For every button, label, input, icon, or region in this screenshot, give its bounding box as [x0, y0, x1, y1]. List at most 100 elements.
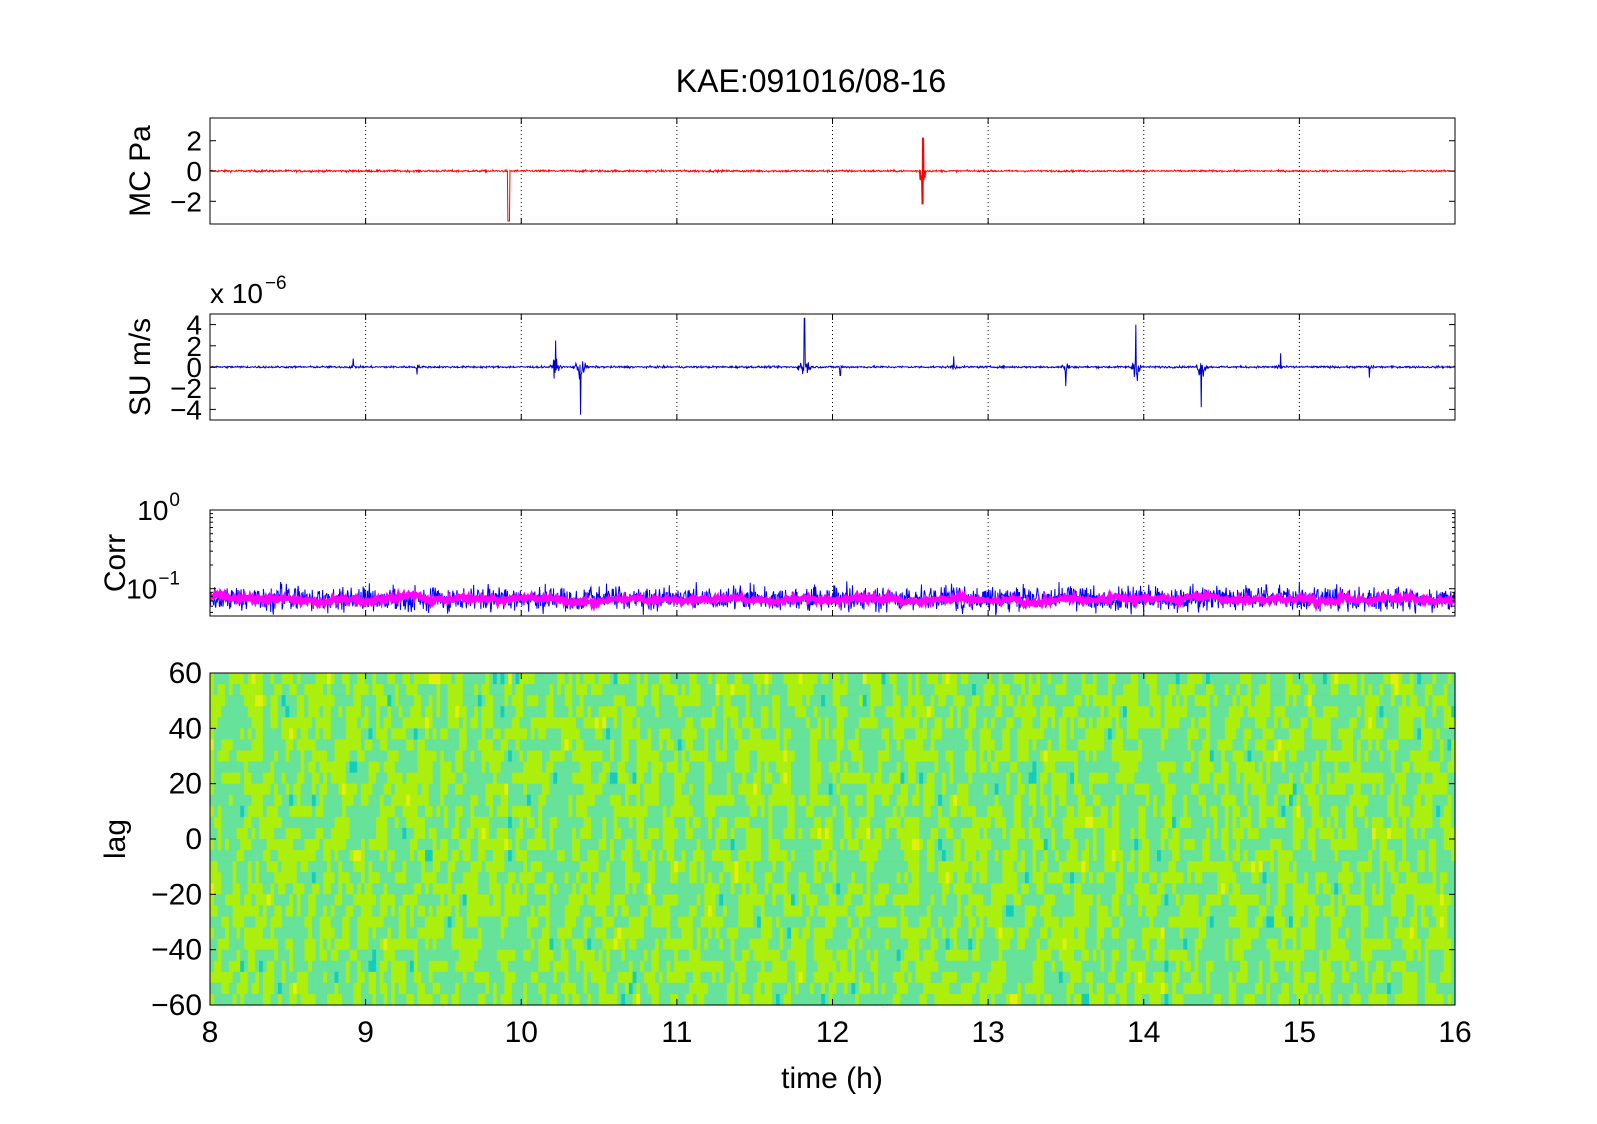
heatmap-cell — [293, 761, 298, 774]
heatmap-cell — [406, 916, 411, 929]
heatmap-cell — [723, 905, 728, 918]
heatmap-cell — [277, 872, 283, 884]
heatmap-cell — [734, 872, 739, 884]
heatmap-cell — [530, 839, 536, 851]
heatmap-cell — [413, 794, 419, 807]
heatmap-cell — [319, 850, 324, 862]
heatmap-cell — [243, 827, 249, 840]
heatmap-cell — [628, 783, 634, 796]
heatmap-cell — [406, 739, 411, 752]
heatmap-cell — [409, 750, 415, 763]
heatmap-cell — [432, 850, 437, 862]
heatmap-cell — [749, 905, 754, 918]
heatmap-cell — [296, 927, 302, 940]
heatmap-cell — [757, 927, 762, 940]
heatmap-cell — [364, 816, 370, 829]
heatmap-cell — [813, 772, 819, 785]
heatmap-cell — [364, 728, 370, 740]
heatmap-cell — [319, 783, 324, 796]
heatmap-cell — [470, 927, 475, 940]
heatmap-cell — [398, 750, 404, 763]
heatmap-cell — [387, 861, 392, 873]
heatmap-cell — [217, 794, 222, 807]
heatmap-cell — [421, 993, 426, 1006]
heatmap-cell — [451, 684, 456, 696]
heatmap-cell — [542, 816, 547, 829]
heatmap-cell — [632, 993, 637, 1006]
heatmap-cell — [685, 850, 690, 862]
heatmap-cell — [806, 993, 811, 1006]
heatmap-cell — [553, 993, 558, 1006]
heatmap-cell — [504, 717, 509, 729]
heatmap-cell — [787, 982, 792, 995]
heatmap-cell — [817, 706, 822, 718]
heatmap-cell — [330, 949, 336, 962]
heatmap-cell — [266, 772, 271, 785]
heatmap-cell — [764, 905, 769, 918]
heatmap-cell — [304, 794, 309, 807]
heatmap-cell — [492, 927, 498, 940]
heatmap-cell — [232, 949, 238, 962]
heatmap-cell — [708, 927, 713, 940]
heatmap-cell — [526, 805, 532, 818]
heatmap-cell — [409, 850, 415, 862]
heatmap-cell — [700, 706, 705, 718]
heatmap-cell — [591, 861, 596, 873]
heatmap-cell — [523, 706, 528, 718]
heatmap-cell — [692, 728, 698, 740]
heatmap-cell — [281, 816, 287, 829]
heatmap-cell — [349, 673, 354, 685]
heatmap-cell — [749, 872, 754, 884]
heatmap-cell — [745, 993, 751, 1006]
heatmap-cell — [549, 805, 554, 818]
heatmap-cell — [670, 772, 675, 785]
heatmap-cell — [708, 839, 713, 851]
heatmap-cell — [764, 861, 769, 873]
heatmap-cell — [670, 839, 675, 851]
heatmap-cell — [651, 861, 656, 873]
heatmap-cell — [651, 728, 656, 740]
heatmap-cell — [779, 695, 785, 707]
heatmap-cell — [379, 717, 385, 729]
heatmap-cell — [741, 728, 747, 740]
heatmap-cell — [753, 894, 758, 906]
heatmap-cell — [496, 750, 502, 763]
heatmap-cell — [591, 673, 596, 685]
heatmap-cell — [625, 728, 630, 740]
heatmap-cell — [719, 949, 724, 962]
heatmap-cell — [462, 750, 468, 763]
heatmap-cell — [568, 949, 573, 962]
heatmap-cell — [806, 739, 811, 752]
heatmap-cell — [617, 839, 622, 851]
heatmap-cell — [240, 695, 245, 707]
heatmap-cell — [568, 971, 573, 984]
heatmap-cell — [364, 772, 370, 785]
heatmap-cell — [210, 783, 215, 796]
heatmap-cell — [360, 827, 366, 840]
heatmap-cell — [711, 905, 717, 918]
heatmap-cell — [775, 949, 781, 962]
heatmap-cell — [662, 960, 668, 973]
heatmap-cell — [421, 850, 426, 862]
heatmap-cell — [428, 905, 434, 918]
heatmap-cell — [643, 816, 649, 829]
heatmap-cell — [772, 839, 777, 851]
heatmap-cell — [798, 717, 803, 729]
heatmap-cell — [496, 783, 502, 796]
heatmap-cell — [575, 883, 581, 895]
heatmap-cell — [625, 684, 630, 696]
heatmap-cell — [738, 761, 743, 774]
heatmap-cell — [357, 982, 362, 995]
heatmap-cell — [451, 850, 456, 862]
heatmap-cell — [757, 794, 762, 807]
heatmap-cell — [738, 850, 743, 862]
heatmap-cell — [455, 861, 460, 873]
heatmap-cell — [526, 960, 532, 973]
heatmap-cell — [647, 695, 653, 707]
heatmap-cell — [240, 783, 245, 796]
heatmap-cell — [421, 717, 426, 729]
heatmap-cell — [594, 794, 600, 807]
heatmap-cell — [591, 960, 596, 973]
heatmap-cell — [692, 993, 698, 1006]
heatmap-cell — [523, 684, 528, 696]
